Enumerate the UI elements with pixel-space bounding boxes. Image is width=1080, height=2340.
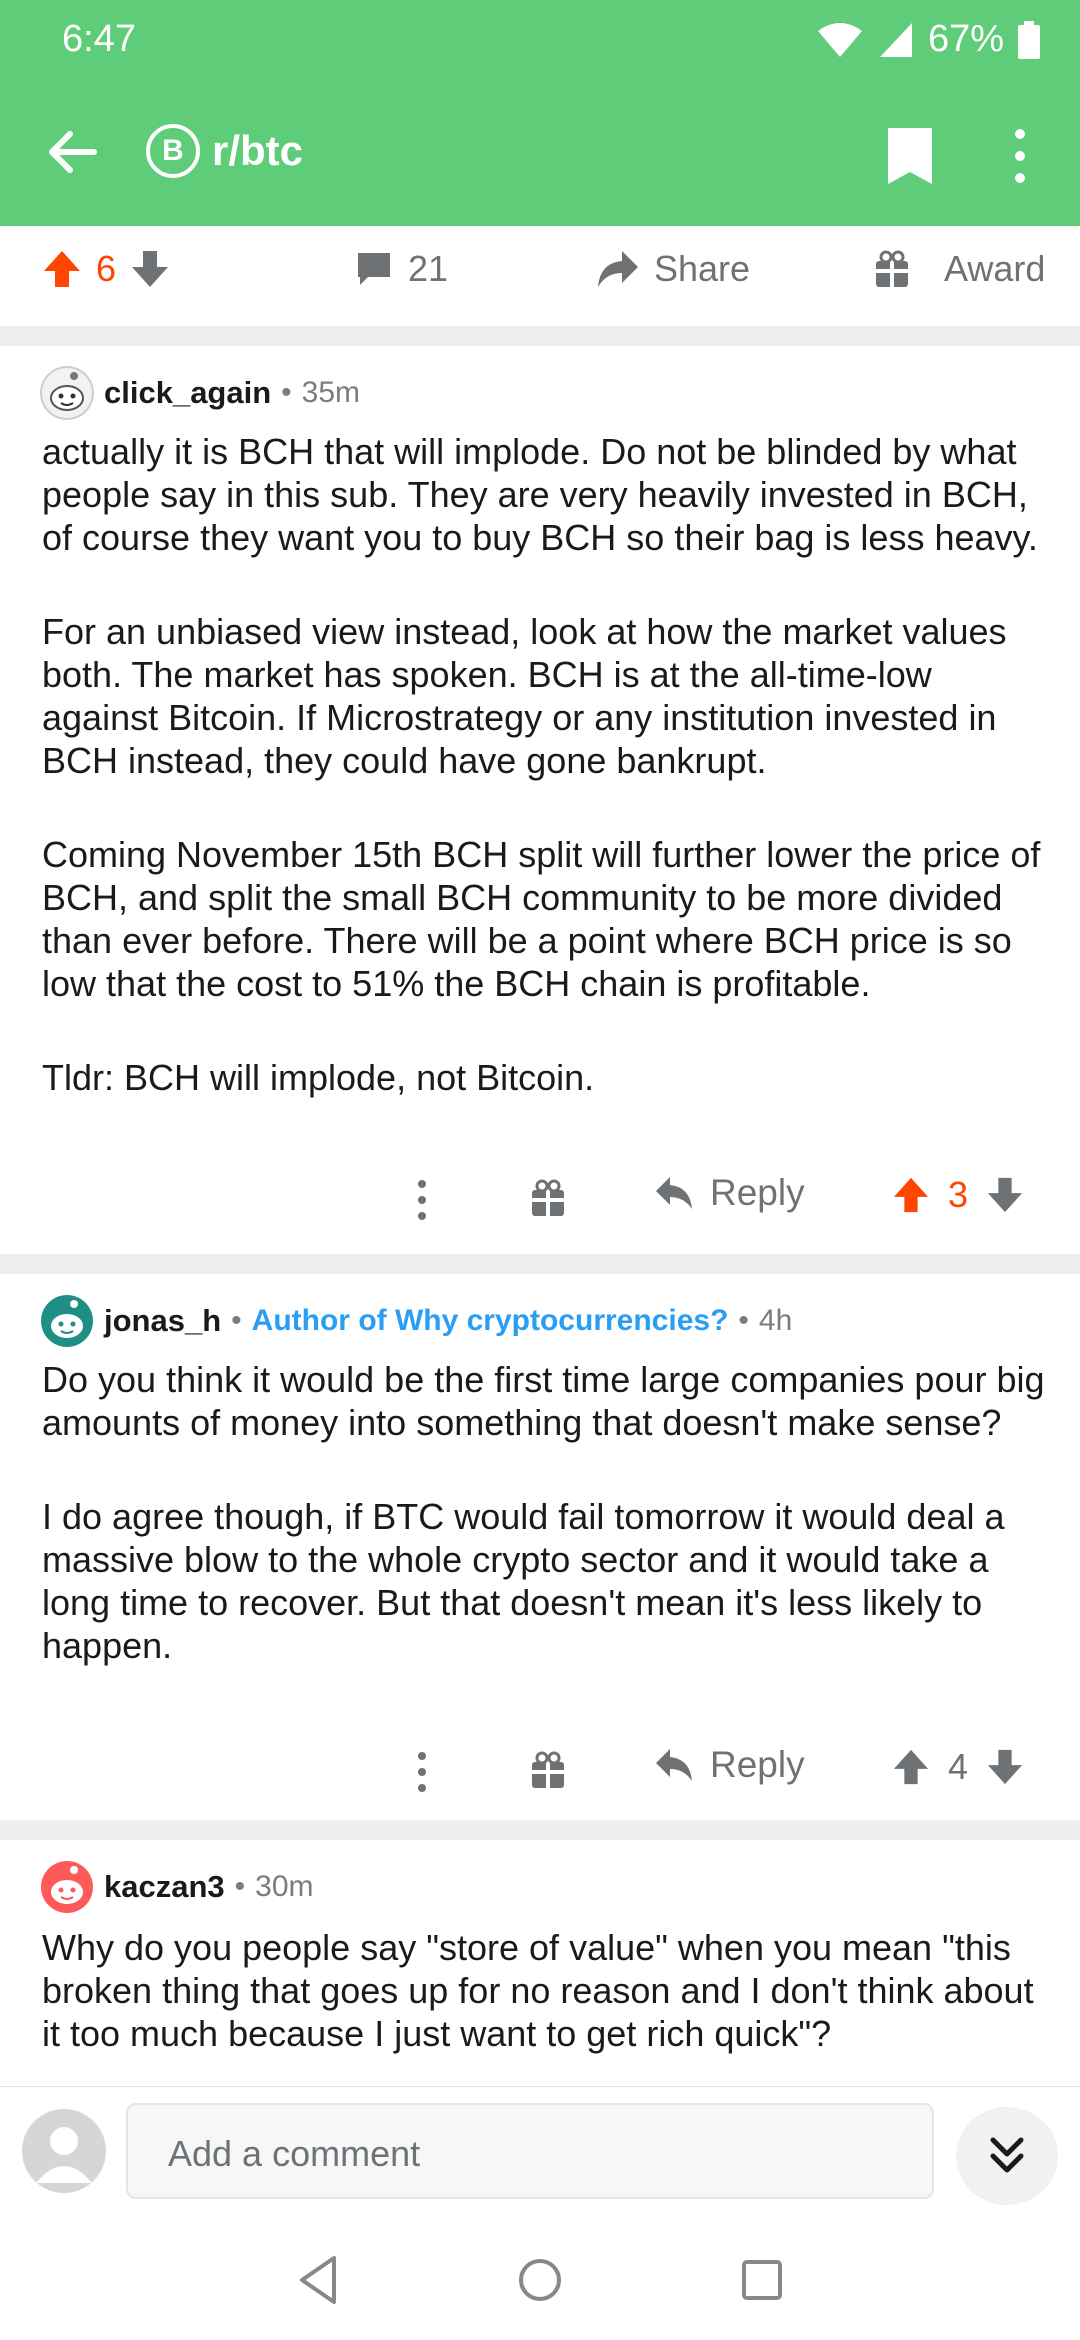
comment-header: click_again • 35m [40, 366, 360, 420]
downvote-icon[interactable] [986, 1747, 1024, 1787]
comment-body: Do you think it would be the first time … [42, 1358, 1052, 1667]
battery-icon [1018, 20, 1040, 59]
status-time: 6:47 [62, 18, 136, 60]
subreddit-title[interactable]: B r/btc [146, 124, 303, 178]
upvote-icon[interactable] [892, 1175, 930, 1215]
meta-dot: • [231, 1304, 242, 1337]
wifi-icon [817, 22, 862, 57]
avatar[interactable] [40, 1294, 94, 1348]
comment-paragraph: Why do you people say "store of value" w… [42, 1927, 1034, 2054]
comment-bubble-icon [358, 253, 390, 285]
avatar[interactable] [40, 1860, 94, 1914]
meta-dot: • [738, 1304, 749, 1337]
status-icons: 67% [816, 18, 1040, 61]
upvote-icon[interactable] [42, 249, 82, 289]
comment-vote: 4 [892, 1746, 1024, 1788]
nav-home-icon[interactable] [510, 2250, 570, 2310]
share-icon [598, 251, 638, 287]
add-comment-input[interactable]: Add a comment [126, 2103, 934, 2199]
comment-paragraph: Do you think it would be the first time … [42, 1359, 1045, 1443]
double-chevron-down-icon [990, 2137, 1024, 2173]
reply-icon [656, 1177, 692, 1209]
post-action-bar: 6 21 Share Award [0, 226, 1080, 326]
reply-icon [656, 1749, 692, 1781]
comment-compose-bar: Add a comment [0, 2086, 1080, 2222]
collapse-button[interactable] [956, 2107, 1058, 2205]
status-bar: 6:47 67% [0, 0, 1080, 80]
comment-header: jonas_h • Author of Why cryptocurrencies… [40, 1294, 792, 1348]
divider [0, 326, 1080, 346]
user-avatar[interactable] [22, 2109, 106, 2193]
comment-paragraph: For an unbiased view instead, look at ho… [42, 611, 1007, 781]
bitcoin-icon: B [146, 124, 200, 178]
bookmark-icon[interactable] [884, 126, 936, 186]
signal-icon [879, 22, 912, 57]
subreddit-name: r/btc [212, 127, 304, 174]
toolbar: B r/btc [0, 96, 1080, 206]
app-header: 6:47 67% B r/btc [0, 0, 1080, 226]
comment-paragraph: Tldr: BCH will implode, not Bitcoin. [42, 1057, 595, 1098]
nav-back-icon[interactable] [290, 2250, 350, 2310]
comment-body: actually it is BCH that will implode. Do… [42, 430, 1052, 1099]
divider [0, 1820, 1080, 1840]
system-nav-bar [0, 2222, 1080, 2340]
meta-dot: • [281, 376, 292, 409]
comment-username[interactable]: click_again [104, 375, 272, 410]
reply-button[interactable]: Reply [654, 1172, 805, 1214]
comment: kaczan3 • 30m Why do you people say "sto… [0, 1840, 1080, 2086]
post-score: 6 [96, 248, 117, 289]
back-arrow-icon[interactable] [40, 120, 104, 184]
post-vote: 6 [42, 248, 170, 290]
gift-icon [876, 250, 908, 287]
nav-recents-icon[interactable] [732, 2250, 792, 2310]
reply-button[interactable]: Reply [654, 1744, 805, 1786]
comment-header: kaczan3 • 30m [40, 1860, 314, 1914]
more-vertical-icon[interactable] [410, 1748, 434, 1796]
comment-vote: 3 [892, 1174, 1024, 1216]
comment: jonas_h • Author of Why cryptocurrencies… [0, 1274, 1080, 1820]
downvote-icon[interactable] [130, 249, 170, 289]
comments-button[interactable]: 21 [354, 248, 448, 290]
comment-username[interactable]: jonas_h [104, 1303, 222, 1338]
author-flair[interactable]: Author of Why cryptocurrencies? [251, 1304, 729, 1337]
divider [0, 1254, 1080, 1274]
comment-actions: Reply 4 [0, 1738, 1080, 1808]
comment-actions: Reply 3 [0, 1166, 1080, 1236]
avatar[interactable] [40, 366, 94, 420]
comment: click_again • 35m actually it is BCH tha… [0, 346, 1080, 1254]
gift-icon[interactable] [528, 1750, 568, 1790]
comment-age: 30m [255, 1870, 314, 1903]
award-label: Award [944, 248, 1046, 289]
award-button[interactable]: Award [874, 248, 1045, 290]
comment-score: 4 [948, 1746, 969, 1787]
share-button[interactable]: Share [596, 248, 750, 290]
gift-icon[interactable] [528, 1178, 568, 1218]
comment-count: 21 [408, 248, 449, 289]
upvote-icon[interactable] [892, 1747, 930, 1787]
share-label: Share [654, 248, 751, 289]
comment-score: 3 [948, 1174, 969, 1215]
reply-label: Reply [710, 1744, 805, 1785]
reply-label: Reply [710, 1172, 805, 1213]
meta-dot: • [234, 1870, 246, 1903]
comment-paragraph: Coming November 15th BCH split will furt… [42, 834, 1041, 1004]
comment-age: 4h [758, 1304, 793, 1337]
comment-paragraph: actually it is BCH that will implode. Do… [42, 431, 1038, 558]
comment-paragraph: I do agree though, if BTC would fail tom… [42, 1496, 1005, 1666]
battery-percent: 67% [927, 18, 1004, 60]
comment-age: 35m [301, 376, 361, 409]
comment-body: Why do you people say "store of value" w… [42, 1926, 1052, 2055]
downvote-icon[interactable] [986, 1175, 1024, 1215]
more-vertical-icon[interactable] [410, 1176, 434, 1224]
comment-username[interactable]: kaczan3 [104, 1869, 225, 1904]
more-vertical-icon[interactable] [1000, 124, 1040, 188]
